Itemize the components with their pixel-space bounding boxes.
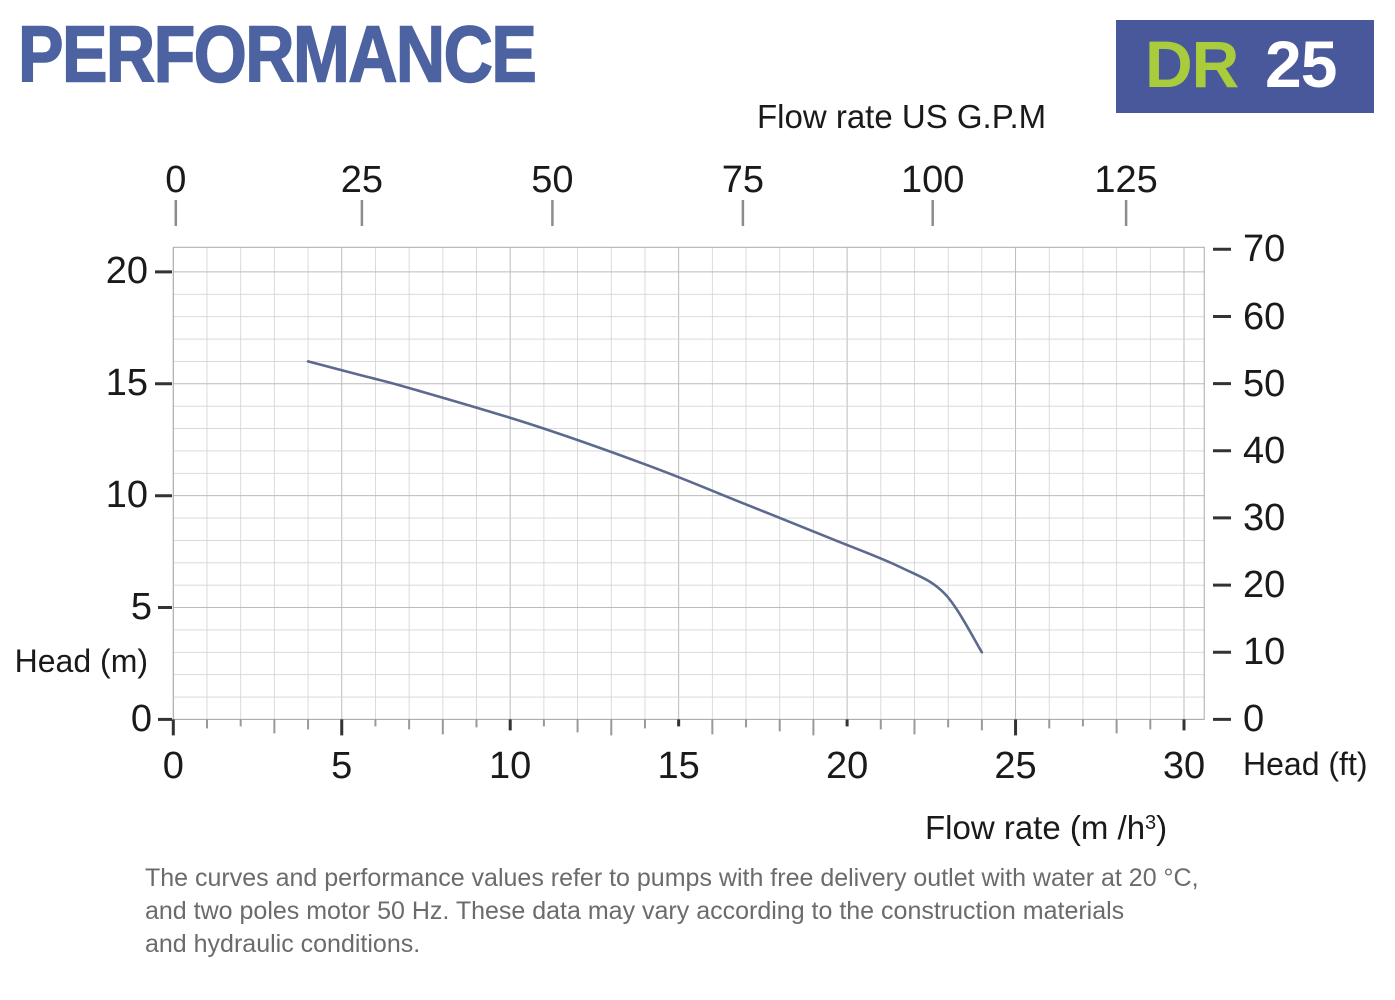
svg-text:30: 30 <box>1163 745 1205 787</box>
svg-text:5: 5 <box>131 586 152 628</box>
svg-text:10: 10 <box>106 474 148 516</box>
svg-text:50: 50 <box>1243 363 1285 405</box>
svg-text:15: 15 <box>658 745 700 787</box>
svg-text:Head (m): Head (m) <box>15 643 148 679</box>
svg-text:50: 50 <box>531 159 573 201</box>
svg-text:70: 70 <box>1243 228 1285 270</box>
svg-text:Flow rate (m /h3): Flow rate (m /h3) <box>925 809 1167 846</box>
svg-text:25: 25 <box>994 745 1036 787</box>
svg-text:25: 25 <box>341 159 383 201</box>
svg-text:20: 20 <box>1243 564 1285 606</box>
svg-text:40: 40 <box>1243 430 1285 472</box>
svg-text:20: 20 <box>826 745 868 787</box>
svg-text:30: 30 <box>1243 497 1285 539</box>
svg-text:Flow rate US G.P.M: Flow rate US G.P.M <box>757 98 1046 135</box>
svg-text:Head (ft): Head (ft) <box>1243 746 1367 782</box>
svg-text:20: 20 <box>106 250 148 292</box>
svg-text:125: 125 <box>1094 159 1157 201</box>
svg-text:75: 75 <box>722 159 764 201</box>
svg-text:15: 15 <box>106 362 148 404</box>
svg-text:100: 100 <box>901 159 964 201</box>
svg-text:10: 10 <box>489 745 531 787</box>
svg-text:and hydraulic conditions.: and hydraulic conditions. <box>145 930 420 958</box>
svg-text:5: 5 <box>331 745 352 787</box>
svg-text:and two poles motor 50 Hz. The: and two poles motor 50 Hz. These data ma… <box>145 897 1124 925</box>
svg-text:0: 0 <box>165 159 186 201</box>
svg-text:10: 10 <box>1243 631 1285 673</box>
svg-text:60: 60 <box>1243 296 1285 338</box>
svg-text:0: 0 <box>163 745 184 787</box>
svg-text:0: 0 <box>1243 698 1264 740</box>
svg-text:0: 0 <box>131 698 152 740</box>
svg-text:The curves and performance val: The curves and performance values refer … <box>145 864 1199 892</box>
